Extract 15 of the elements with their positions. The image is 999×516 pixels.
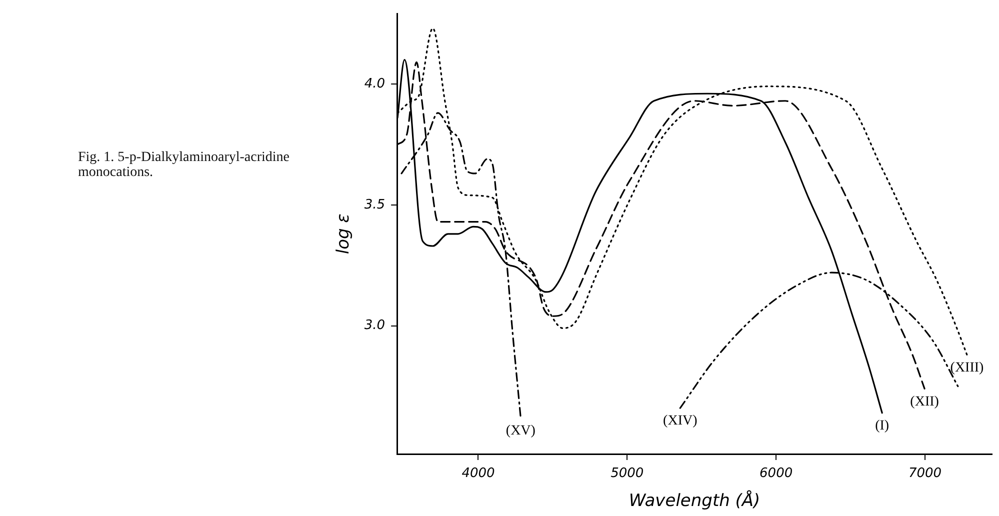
x-tick-label: 7000 (908, 466, 942, 482)
series-label: (XII) (910, 394, 940, 410)
text: Fig. 1. 5-p-Dialkylaminoaryl-acridine monocations. (78, 150, 290, 180)
series-label: (XIII) (950, 360, 984, 376)
y-tick-label: 3.5 (364, 197, 386, 212)
x-tick-label: 6000 (760, 466, 793, 482)
y-tick-label: 4.0 (364, 76, 386, 92)
x-tick-label: 5000 (610, 466, 644, 482)
series-label: (XIV) (663, 414, 698, 429)
y-axis-title: log ε (334, 214, 354, 254)
x-tick-label: 4000 (462, 466, 495, 482)
series-label: (I) (875, 418, 890, 434)
series-label: (XV) (506, 423, 536, 438)
y-tick-label: 3.0 (364, 318, 386, 334)
x-axis-title: Wavelength (Å) (628, 490, 760, 512)
